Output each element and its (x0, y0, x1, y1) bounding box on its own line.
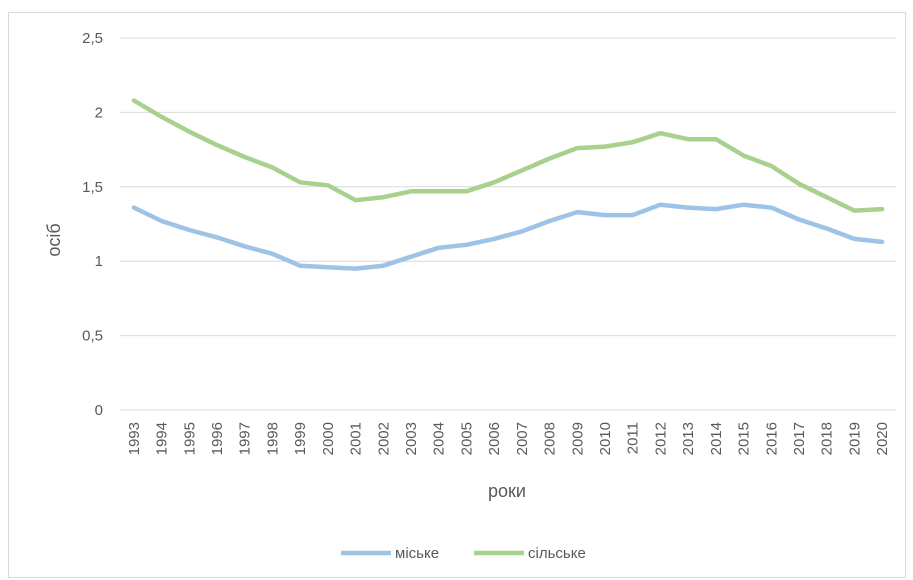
y-tick-label: 1 (95, 253, 103, 270)
x-tick-label: 2010 (597, 422, 614, 455)
x-tick-label: 2017 (791, 422, 808, 455)
x-axis-ticks: 1993 1994 1995 1996 1997 1998 1999 2000 2001 2002… (126, 422, 891, 455)
y-axis-ticks: 0 0,5 1 1,5 2 2,5 (82, 30, 103, 419)
x-tick-label: 2016 (763, 422, 780, 455)
x-tick-label: 2005 (458, 422, 475, 455)
x-tick-label: 2013 (680, 422, 697, 455)
y-axis-title: осіб (44, 223, 64, 256)
series-line-2 (131, 98, 885, 213)
x-tick-label: 1995 (181, 422, 198, 455)
x-tick-label: 2001 (348, 422, 365, 455)
x-tick-label: 2012 (652, 422, 669, 455)
y-tick-label: 1,5 (82, 179, 103, 196)
x-tick-label: 2006 (486, 422, 503, 455)
x-tick-label: 1999 (292, 422, 309, 455)
x-axis-title: роки (488, 481, 526, 501)
x-tick-label: 1997 (237, 422, 254, 455)
x-tick-label: 2000 (320, 422, 337, 455)
y-tick-label: 2 (95, 104, 103, 121)
x-tick-label: 2004 (431, 422, 448, 455)
x-tick-label: 2014 (708, 422, 725, 455)
x-tick-label: 2020 (874, 422, 891, 455)
x-tick-label: 2009 (569, 422, 586, 455)
series-line-1 (131, 202, 885, 271)
y-tick-label: 0 (95, 402, 103, 419)
x-tick-label: 1998 (264, 422, 281, 455)
x-tick-label: 1994 (154, 422, 171, 455)
x-tick-label: 2008 (542, 422, 559, 455)
y-tick-label: 0,5 (82, 328, 103, 345)
x-tick-label: 1993 (126, 422, 143, 455)
x-tick-label: 1996 (209, 422, 226, 455)
x-tick-label: 2019 (846, 422, 863, 455)
legend-label-2: сільське (528, 545, 586, 562)
legend-label-1: міське (395, 545, 439, 562)
x-tick-label: 2002 (375, 422, 392, 455)
x-tick-label: 2007 (514, 422, 531, 455)
x-tick-label: 2015 (736, 422, 753, 455)
x-tick-label: 2011 (625, 422, 642, 454)
chart-frame (8, 12, 906, 578)
series-lines (131, 98, 885, 271)
x-tick-label: 2018 (819, 422, 836, 455)
gridlines (120, 37, 896, 411)
y-tick-label: 2,5 (82, 30, 103, 47)
legend: міське сільське (341, 545, 586, 562)
x-tick-label: 2003 (403, 422, 420, 455)
